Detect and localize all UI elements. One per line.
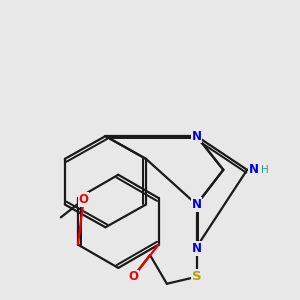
Text: N: N (192, 198, 202, 211)
Text: N: N (192, 242, 202, 255)
Text: O: O (128, 270, 138, 283)
Text: N: N (249, 163, 259, 176)
Text: S: S (192, 270, 201, 283)
Text: O: O (79, 193, 88, 206)
Text: H: H (261, 165, 269, 175)
Text: N: N (192, 130, 202, 142)
